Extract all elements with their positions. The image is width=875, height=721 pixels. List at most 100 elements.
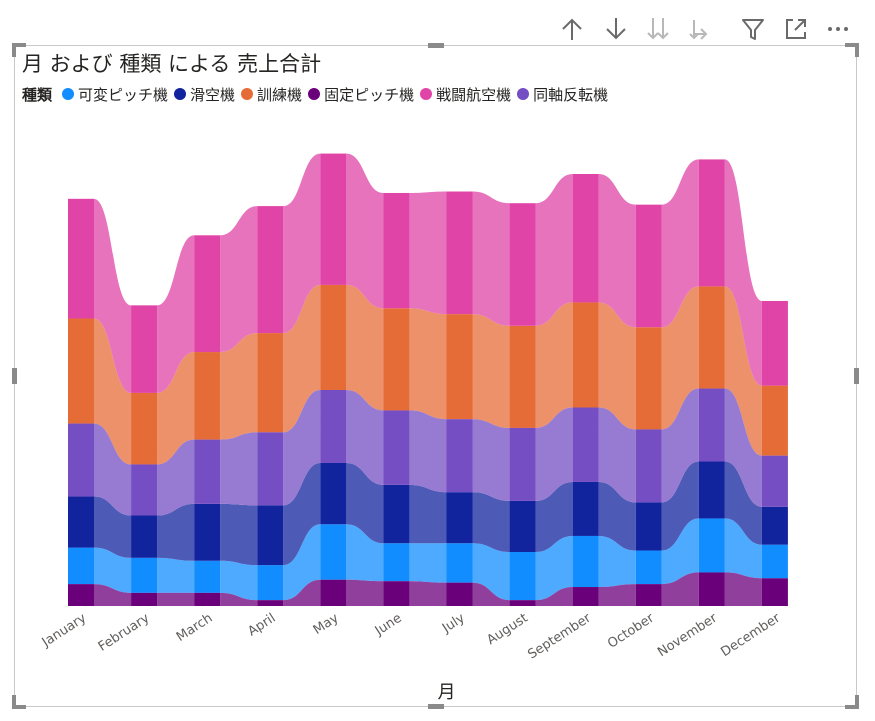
bar-segment[interactable] (68, 423, 94, 497)
resize-handle-corner-tl-v[interactable] (12, 43, 16, 57)
bar-segment[interactable] (383, 581, 410, 606)
bar-segment[interactable] (446, 191, 473, 315)
bar-segment[interactable] (635, 204, 662, 328)
ribbon-segment[interactable] (283, 579, 321, 606)
ribbon-segment[interactable] (94, 423, 132, 516)
ribbon-segment[interactable] (598, 174, 636, 328)
ribbon-segment[interactable] (535, 587, 573, 606)
bar-segment[interactable] (194, 439, 221, 504)
ribbon-segment[interactable] (220, 206, 258, 353)
bar-segment[interactable] (68, 496, 94, 548)
ribbon-segment[interactable] (598, 535, 636, 588)
ribbon-segment[interactable] (220, 432, 258, 506)
bar-segment[interactable] (131, 392, 158, 465)
bar-segment[interactable] (320, 524, 347, 580)
bar-segment[interactable] (320, 390, 347, 463)
bar-segment[interactable] (509, 427, 536, 501)
bar-segment[interactable] (761, 385, 788, 456)
ribbon-segment[interactable] (346, 153, 384, 309)
ribbon-segment[interactable] (220, 560, 258, 601)
ribbon-segment[interactable] (535, 174, 573, 326)
bar-segment[interactable] (572, 302, 599, 408)
bar-segment[interactable] (68, 584, 94, 606)
bar-segment[interactable] (509, 203, 536, 326)
bar-segment[interactable] (68, 547, 94, 585)
legend-item[interactable]: 同軸反転機 (517, 84, 608, 105)
ribbon-segment[interactable] (472, 419, 510, 501)
ribbon-segment[interactable] (94, 547, 132, 593)
legend-item[interactable]: 戦闘航空機 (420, 84, 511, 105)
focus-mode-icon[interactable] (779, 12, 813, 46)
ribbon-segment[interactable] (409, 410, 447, 493)
ribbon-segment[interactable] (598, 481, 636, 551)
bar-segment[interactable] (257, 600, 284, 606)
ribbon-segment[interactable] (346, 462, 384, 544)
bar-segment[interactable] (257, 505, 284, 566)
ribbon-segment[interactable] (535, 302, 573, 428)
bar-segment[interactable] (761, 506, 788, 545)
ribbon-segment[interactable] (724, 518, 762, 579)
bar-segment[interactable] (698, 388, 725, 462)
bar-segment[interactable] (761, 544, 788, 579)
ribbon-segment[interactable] (409, 581, 447, 606)
legend-item[interactable]: 滑空機 (174, 84, 235, 105)
bar-segment[interactable] (635, 502, 662, 551)
bar-segment[interactable] (68, 198, 94, 319)
resize-handle-bottom[interactable] (428, 704, 444, 709)
bar-segment[interactable] (635, 327, 662, 430)
resize-handle-corner-bl-v[interactable] (12, 695, 16, 709)
bar-segment[interactable] (572, 535, 599, 588)
ribbon-segment[interactable] (220, 592, 258, 606)
ribbon-segment[interactable] (661, 159, 699, 328)
bar-segment[interactable] (320, 462, 347, 525)
bar-segment[interactable] (257, 333, 284, 433)
ribbon-segment[interactable] (409, 191, 447, 315)
resize-handle-corner-tr-v[interactable] (855, 43, 859, 57)
legend-item[interactable]: 訓練機 (241, 84, 302, 105)
ribbon-segment[interactable] (346, 284, 384, 411)
ribbon-segment[interactable] (157, 503, 195, 561)
bar-segment[interactable] (257, 432, 284, 506)
bar-segment[interactable] (698, 461, 725, 519)
ribbon-segment[interactable] (283, 153, 321, 334)
ribbon-segment[interactable] (472, 582, 510, 606)
legend-item[interactable]: 可変ピッチ機 (62, 84, 168, 105)
ribbon-segment[interactable] (598, 584, 636, 606)
ribbon-segment[interactable] (661, 388, 699, 503)
ribbon-segment[interactable] (157, 439, 195, 516)
bar-segment[interactable] (446, 543, 473, 583)
bar-segment[interactable] (635, 429, 662, 503)
ribbon-segment[interactable] (283, 462, 321, 566)
ribbon-segment[interactable] (535, 535, 573, 601)
ribbon-segment[interactable] (598, 407, 636, 503)
ribbon-segment[interactable] (220, 333, 258, 440)
arrow-down-icon[interactable] (599, 12, 633, 46)
more-options-icon[interactable] (821, 12, 855, 46)
bar-segment[interactable] (131, 515, 158, 558)
bar-segment[interactable] (131, 305, 158, 393)
bar-segment[interactable] (698, 518, 725, 573)
ribbon-segment[interactable] (724, 461, 762, 545)
ribbon-segment[interactable] (724, 159, 762, 386)
bar-segment[interactable] (194, 235, 221, 353)
bar-segment[interactable] (698, 286, 725, 389)
bar-segment[interactable] (383, 192, 410, 309)
ribbon-segment[interactable] (220, 503, 258, 566)
ribbon-segment[interactable] (157, 592, 195, 606)
arrow-up-icon[interactable] (555, 12, 589, 46)
bar-segment[interactable] (572, 481, 599, 536)
bar-segment[interactable] (698, 159, 725, 287)
ribbon-segment[interactable] (598, 302, 636, 430)
ribbon-segment[interactable] (535, 481, 573, 553)
bar-segment[interactable] (572, 407, 599, 482)
bar-segment[interactable] (698, 572, 725, 606)
ribbon-segment[interactable] (724, 572, 762, 606)
bar-segment[interactable] (635, 550, 662, 585)
visual-frame[interactable] (14, 45, 857, 707)
ribbon-segment[interactable] (661, 518, 699, 585)
bar-segment[interactable] (446, 492, 473, 544)
bar-segment[interactable] (320, 284, 347, 391)
bar-segment[interactable] (509, 600, 536, 606)
expand-hierarchy-icon[interactable] (683, 12, 717, 46)
bar-segment[interactable] (194, 560, 221, 593)
